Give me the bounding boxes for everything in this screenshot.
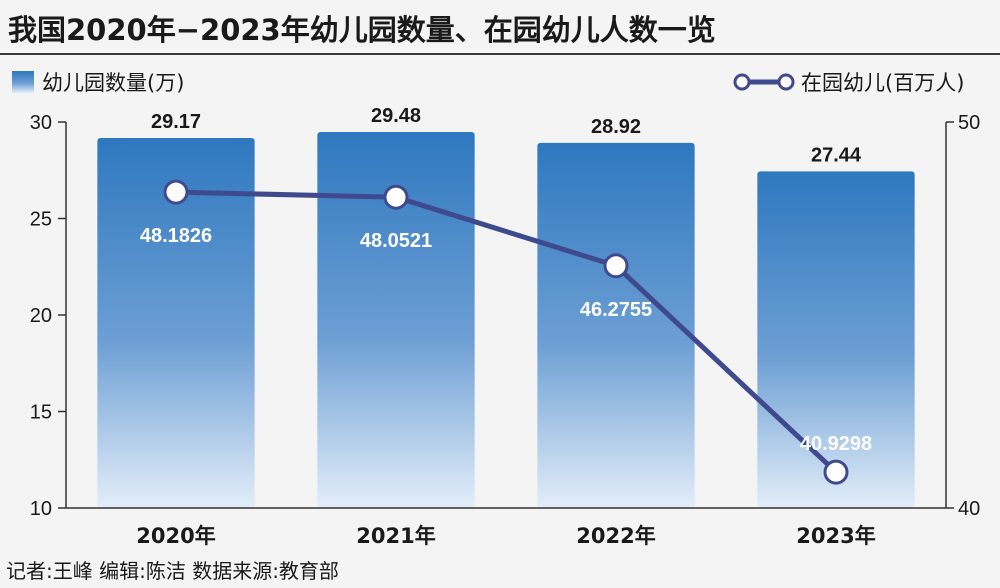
bar-value-label: 28.92: [591, 116, 641, 138]
line-point: [383, 184, 409, 210]
legend-line-label: 在园幼儿(百万人): [801, 71, 964, 95]
footer-credits: 记者:王峰 编辑:陈洁 数据来源:教育部: [6, 559, 339, 583]
bar: [757, 171, 915, 508]
category-label: 2023年: [796, 524, 875, 548]
left-axis-ticks: 10 15 20 25 30: [30, 112, 66, 520]
right-tick-label: 50: [958, 112, 980, 134]
line-value-label: 48.1826: [140, 225, 212, 247]
category-label: 2021年: [356, 524, 435, 548]
line-value-label: 40.9298: [800, 433, 872, 455]
bar-value-labels: 29.17 29.48 28.92 27.44: [151, 105, 862, 166]
left-tick-label: 15: [30, 402, 52, 424]
left-axis: 10 15 20 25 30: [30, 112, 67, 520]
bar-value-label: 29.48: [371, 105, 421, 127]
legend: 幼儿园数量(万) 在园幼儿(百万人): [12, 71, 964, 95]
bar-value-label: 29.17: [151, 111, 201, 133]
line-value-labels: 48.1826 48.0521 46.2755 40.9298: [140, 225, 872, 455]
line-path: [175, 189, 838, 474]
bar: [317, 132, 475, 508]
legend-bar-swatch: [12, 71, 34, 93]
line-value-label: 46.2755: [580, 299, 652, 321]
left-tick-label: 20: [30, 305, 52, 327]
bar: [97, 138, 255, 509]
legend-line-marker-right: [777, 73, 795, 91]
category-label: 2020年: [136, 524, 215, 548]
legend-line-marker-left: [733, 73, 751, 91]
chart-title: 我国2020年−2023年幼儿园数量、在园幼儿人数一览: [8, 13, 716, 47]
line-value-label: 48.0521: [360, 230, 432, 252]
left-tick-label: 25: [30, 209, 52, 231]
legend-bar-label: 幼儿园数量(万): [42, 71, 184, 95]
right-axis: 40 50: [945, 112, 980, 520]
bar-value-label: 27.44: [811, 144, 862, 166]
bar-series: [97, 132, 915, 509]
category-labels: 2020年 2021年 2022年 2023年: [136, 524, 875, 548]
line-series: [163, 179, 849, 485]
right-axis-ticks: 40 50: [946, 112, 980, 520]
left-tick-label: 10: [30, 498, 52, 520]
left-tick-label: 30: [30, 112, 52, 134]
line-point: [163, 179, 189, 205]
right-tick-label: 40: [958, 498, 980, 520]
category-label: 2022年: [576, 524, 655, 548]
line-point: [603, 253, 629, 279]
line-point: [823, 459, 849, 485]
bar: [537, 142, 695, 508]
